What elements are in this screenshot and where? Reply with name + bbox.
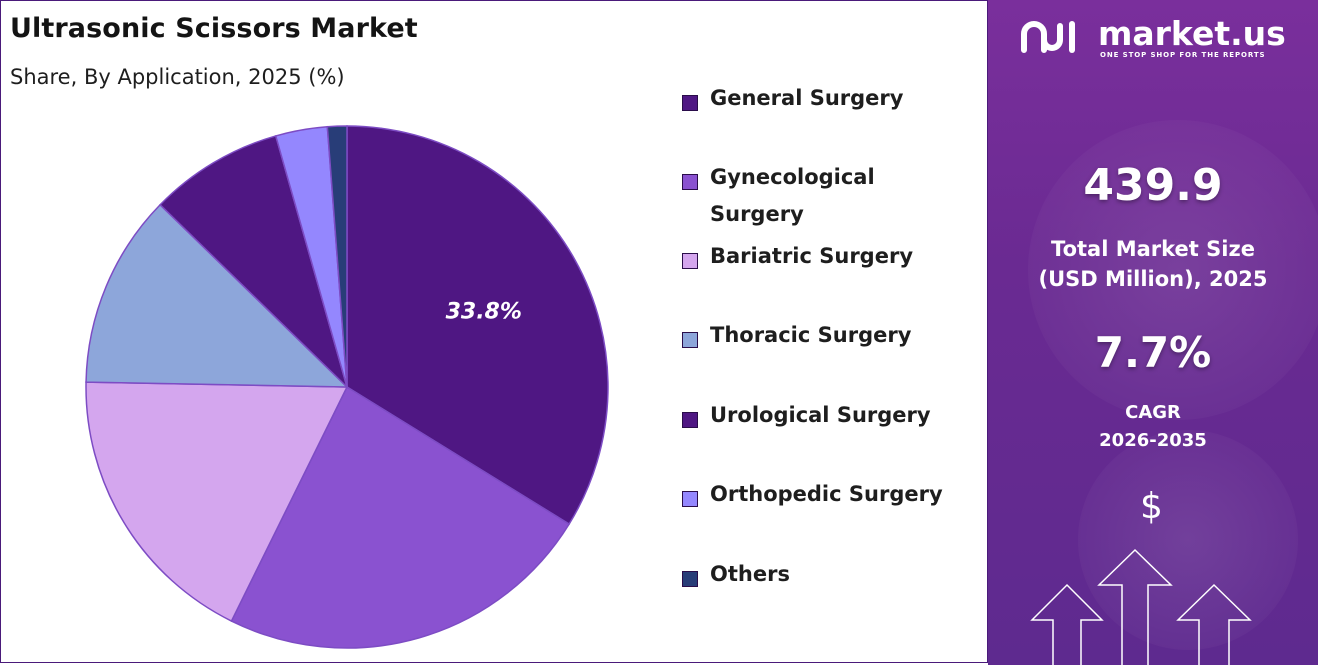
pie-slice-urological-surgery bbox=[159, 134, 349, 390]
legend-label: Urological Surgery bbox=[710, 403, 931, 427]
legend-label: Others bbox=[710, 562, 790, 586]
legend-swatch bbox=[682, 571, 698, 587]
legend-item-urological-surgery: Urological Surgery bbox=[682, 403, 970, 434]
background-glow bbox=[1028, 120, 1318, 420]
summary-panel: market.us ONE STOP SHOP FOR THE REPORTS … bbox=[988, 0, 1318, 665]
legend-label: General Surgery bbox=[710, 86, 904, 110]
pie-slice-others bbox=[326, 125, 348, 388]
legend-swatch bbox=[682, 253, 698, 269]
legend-item-gynecological-surgery: Gynecological Surgery bbox=[682, 165, 910, 233]
legend-item-thoracic-surgery: Thoracic Surgery bbox=[682, 323, 970, 354]
pie-chart: 33.8% bbox=[85, 125, 609, 649]
legend-label: Orthopedic Surgery bbox=[710, 482, 943, 506]
chart-legend: General Surgery Gynecological Surgery Bari… bbox=[682, 1, 982, 664]
data-label-general-surgery: 33.8% bbox=[446, 300, 522, 325]
pie-slice-general-surgery bbox=[346, 125, 609, 526]
legend-swatch bbox=[682, 174, 698, 190]
legend-label: Bariatric Surgery bbox=[710, 244, 914, 268]
cagr-label-line1: CAGR bbox=[1125, 402, 1181, 423]
legend-swatch bbox=[682, 95, 698, 111]
legend-item-others: Others bbox=[682, 562, 970, 593]
growth-arrows-icon bbox=[1030, 548, 1252, 665]
market-size-value: 439.9 bbox=[1083, 160, 1223, 211]
cagr-value: 7.7% bbox=[1094, 328, 1212, 377]
legend-label: Thoracic Surgery bbox=[710, 323, 912, 347]
chart-title: Ultrasonic Scissors Market bbox=[10, 13, 418, 44]
pie-slice-gynecological-surgery bbox=[230, 385, 571, 649]
legend-item-bariatric-surgery: Bariatric Surgery bbox=[682, 244, 970, 275]
brand-tagline: ONE STOP SHOP FOR THE REPORTS bbox=[1100, 51, 1266, 59]
market-us-logo-icon bbox=[1021, 21, 1075, 53]
chart-panel: Ultrasonic Scissors Market Share, By App… bbox=[0, 0, 988, 663]
cagr-label-line2: 2026-2035 bbox=[1099, 430, 1207, 451]
background-glow bbox=[1078, 430, 1298, 650]
market-size-label-line1: Total Market Size bbox=[1051, 237, 1255, 261]
dollar-icon: $ bbox=[1140, 486, 1163, 527]
chart-subtitle: Share, By Application, 2025 (%) bbox=[10, 65, 345, 89]
legend-swatch bbox=[682, 491, 698, 507]
legend-label: Gynecological Surgery bbox=[710, 165, 875, 226]
legend-item-orthopedic-surgery: Orthopedic Surgery bbox=[682, 482, 970, 513]
brand-name: market.us bbox=[1098, 14, 1286, 53]
legend-swatch bbox=[682, 412, 698, 428]
market-size-label-line2: (USD Million), 2025 bbox=[1038, 267, 1268, 291]
pie-slice-bariatric-surgery bbox=[85, 381, 349, 623]
pie-slice-thoracic-surgery bbox=[85, 203, 349, 388]
legend-swatch bbox=[682, 332, 698, 348]
legend-item-general-surgery: General Surgery bbox=[682, 86, 970, 117]
